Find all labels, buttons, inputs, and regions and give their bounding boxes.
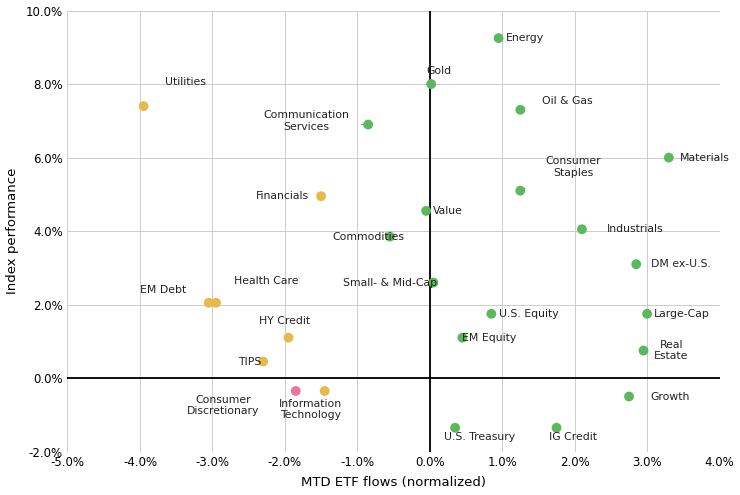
Text: U.S. Equity: U.S. Equity bbox=[499, 309, 558, 319]
Point bbox=[485, 310, 497, 318]
Text: EM Equity: EM Equity bbox=[462, 333, 517, 343]
Point bbox=[384, 233, 396, 241]
Point bbox=[514, 187, 526, 195]
Text: Real
Estate: Real Estate bbox=[654, 340, 689, 361]
Point bbox=[663, 153, 675, 161]
Text: HY Credit: HY Credit bbox=[260, 316, 311, 326]
Text: Energy: Energy bbox=[506, 33, 544, 43]
Point bbox=[319, 387, 331, 395]
Text: Commodities: Commodities bbox=[332, 232, 404, 242]
Point bbox=[258, 357, 269, 365]
Text: Growth: Growth bbox=[650, 392, 690, 401]
Text: TIPS: TIPS bbox=[238, 356, 261, 367]
Point bbox=[449, 424, 461, 432]
Point bbox=[210, 299, 222, 307]
Point bbox=[315, 192, 327, 200]
Text: DM ex-U.S.: DM ex-U.S. bbox=[650, 259, 710, 269]
Point bbox=[576, 225, 588, 233]
Point bbox=[428, 279, 440, 287]
Point bbox=[138, 102, 149, 110]
Text: Communication
Services: Communication Services bbox=[263, 110, 349, 132]
Y-axis label: Index performance: Index performance bbox=[6, 168, 18, 295]
X-axis label: MTD ETF flows (normalized): MTD ETF flows (normalized) bbox=[301, 477, 486, 490]
Text: IG Credit: IG Credit bbox=[549, 432, 597, 442]
Text: Industrials: Industrials bbox=[608, 224, 664, 234]
Text: Consumer
Staples: Consumer Staples bbox=[545, 156, 602, 178]
Point bbox=[203, 299, 215, 307]
Point bbox=[493, 34, 505, 42]
Text: Financials: Financials bbox=[256, 191, 309, 201]
Text: Large-Cap: Large-Cap bbox=[654, 309, 710, 319]
Point bbox=[420, 207, 432, 215]
Text: Small- & Mid-Cap: Small- & Mid-Cap bbox=[343, 278, 437, 288]
Text: Utilities: Utilities bbox=[165, 77, 206, 87]
Point bbox=[283, 334, 295, 342]
Point bbox=[638, 346, 650, 354]
Text: Value: Value bbox=[434, 206, 463, 216]
Text: Oil & Gas: Oil & Gas bbox=[542, 96, 593, 105]
Text: EM Debt: EM Debt bbox=[140, 285, 186, 295]
Text: Consumer
Discretionary: Consumer Discretionary bbox=[187, 395, 260, 416]
Point bbox=[290, 387, 302, 395]
Point bbox=[551, 424, 562, 432]
Text: U.S. Treasury: U.S. Treasury bbox=[444, 432, 515, 442]
Point bbox=[641, 310, 653, 318]
Text: Gold: Gold bbox=[426, 66, 451, 76]
Text: Health Care: Health Care bbox=[234, 276, 299, 286]
Point bbox=[514, 106, 526, 114]
Point bbox=[425, 80, 437, 88]
Point bbox=[457, 334, 468, 342]
Point bbox=[623, 393, 635, 400]
Point bbox=[363, 121, 374, 129]
Point bbox=[630, 260, 642, 268]
Text: Materials: Materials bbox=[680, 152, 730, 162]
Text: Information
Technology: Information Technology bbox=[279, 398, 342, 420]
